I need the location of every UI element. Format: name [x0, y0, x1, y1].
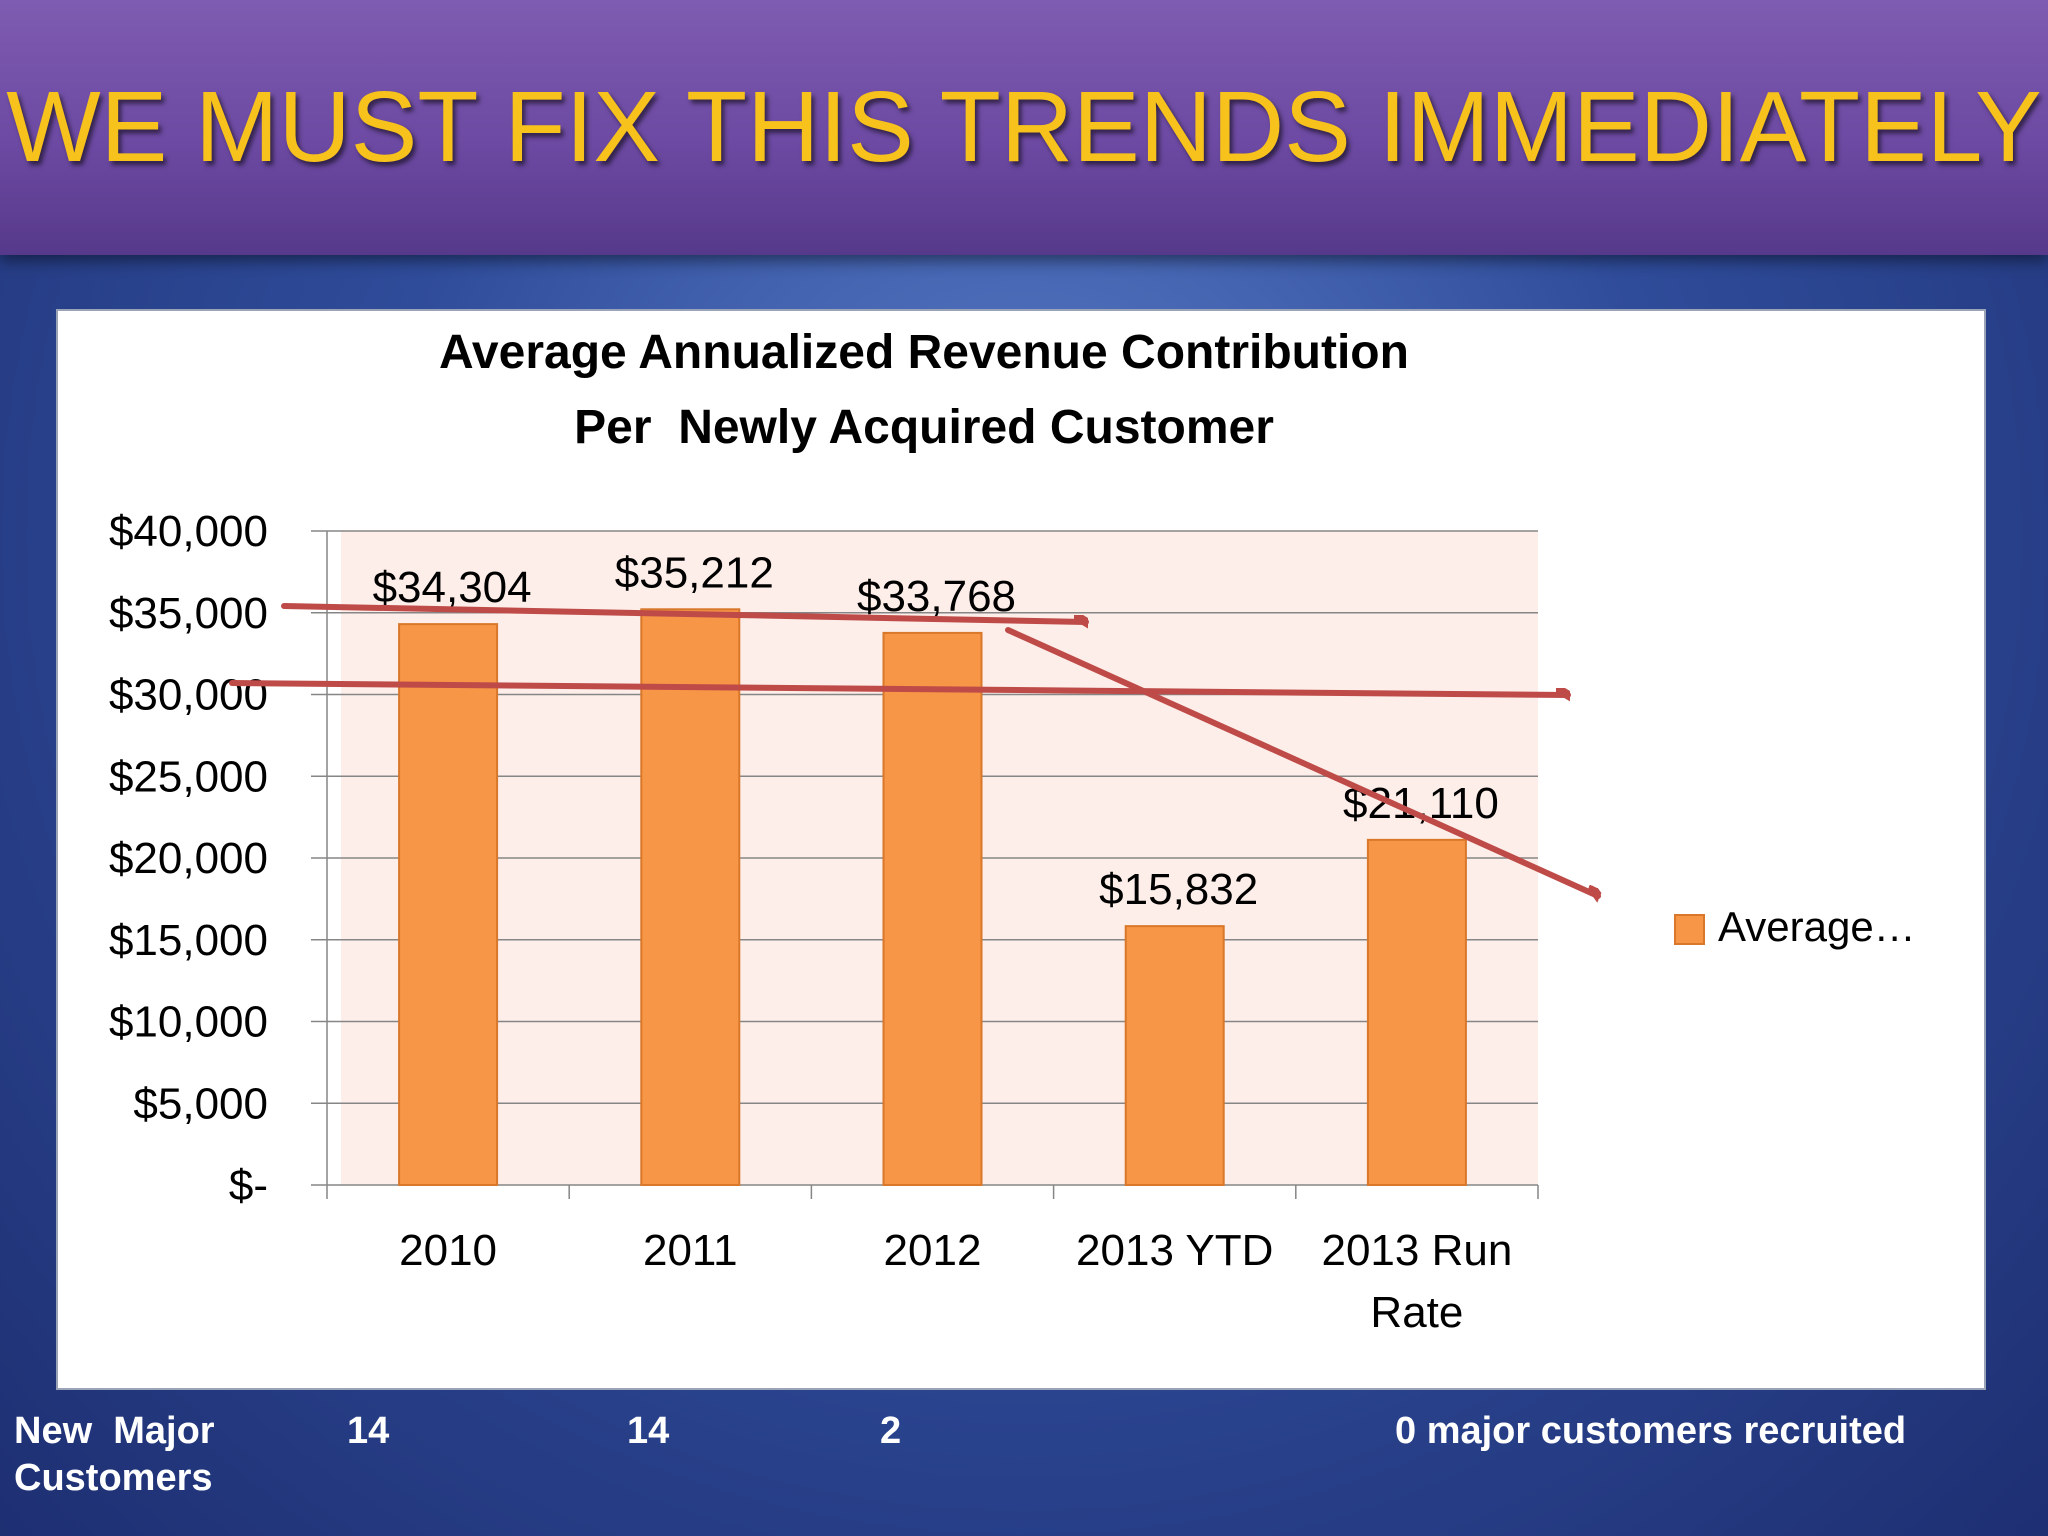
y-tick-label: $15,000	[109, 916, 268, 965]
y-tick-label: $25,000	[109, 752, 268, 801]
trend-arrow-top	[281, 603, 1089, 622]
trend-arrows	[229, 603, 1598, 896]
title-bar: WE MUST FIX THIS TRENDS IMMEDIATELY	[0, 0, 2048, 255]
chart-subtitle: Per Newly Acquired Customer	[574, 401, 1274, 454]
bar-2010	[398, 623, 499, 1187]
footer-value-2011: 14	[627, 1410, 670, 1452]
axes: $- $5,000 $10,000 $15,000 $20,000 $25,000 $30,…	[109, 507, 1539, 1337]
y-tick-label: $35,000	[109, 589, 268, 638]
y-tick-label: $30,000	[109, 671, 268, 720]
data-label: $33,768	[857, 572, 1016, 621]
bars	[398, 608, 1467, 1187]
y-tick-label: $10,000	[109, 998, 268, 1047]
legend-swatch	[1674, 914, 1705, 945]
x-tick-label: 2010	[399, 1226, 497, 1275]
footer-row-label-line1: New Major	[14, 1410, 215, 1452]
x-tick-label: 2012	[884, 1226, 982, 1275]
y-tick-label: $5,000	[133, 1079, 268, 1128]
data-label: $35,212	[615, 548, 774, 597]
bar-2011	[640, 608, 741, 1186]
slide-title: WE MUST FIX THIS TRENDS IMMEDIATELY	[6, 71, 2042, 183]
chart-title: Average Annualized Revenue Contribution	[439, 326, 1409, 379]
y-tick-label: $40,000	[109, 507, 268, 556]
data-labels: $34,304 $35,212 $33,768 $15,832 $21,110	[373, 548, 1499, 914]
chart-panel: Average Annualized Revenue Contribution …	[56, 309, 1986, 1390]
data-label: $34,304	[373, 563, 532, 612]
footer-row-label-line2: Customers	[14, 1457, 213, 1499]
footer-value-2010: 14	[347, 1410, 390, 1452]
x-tick-label: 2013 YTD	[1076, 1226, 1273, 1275]
footer-value-2012: 2	[880, 1410, 902, 1452]
bar-2012	[882, 631, 983, 1186]
legend-label: Average…	[1718, 903, 1916, 950]
bar-2013-run-rate	[1366, 838, 1467, 1186]
chart: Average Annualized Revenue Contribution …	[109, 326, 1916, 1337]
trend-arrow-down	[1005, 627, 1598, 896]
x-tick-label: 2011	[643, 1226, 738, 1275]
trend-arrow-middle	[229, 680, 1571, 695]
x-tick-label: 2013 Run Rate	[1321, 1226, 1512, 1337]
y-tick-label: $20,000	[109, 834, 268, 883]
y-tick-label: $-	[229, 1161, 268, 1210]
legend: Average…	[1674, 903, 1916, 950]
footer-note: 0 major customers recruited	[1395, 1410, 1907, 1452]
bar-2013-ytd	[1124, 925, 1225, 1186]
footer-row-label: New Major Customers	[14, 1410, 215, 1500]
data-label: $15,832	[1099, 865, 1258, 914]
data-label: $21,110	[1343, 779, 1499, 828]
